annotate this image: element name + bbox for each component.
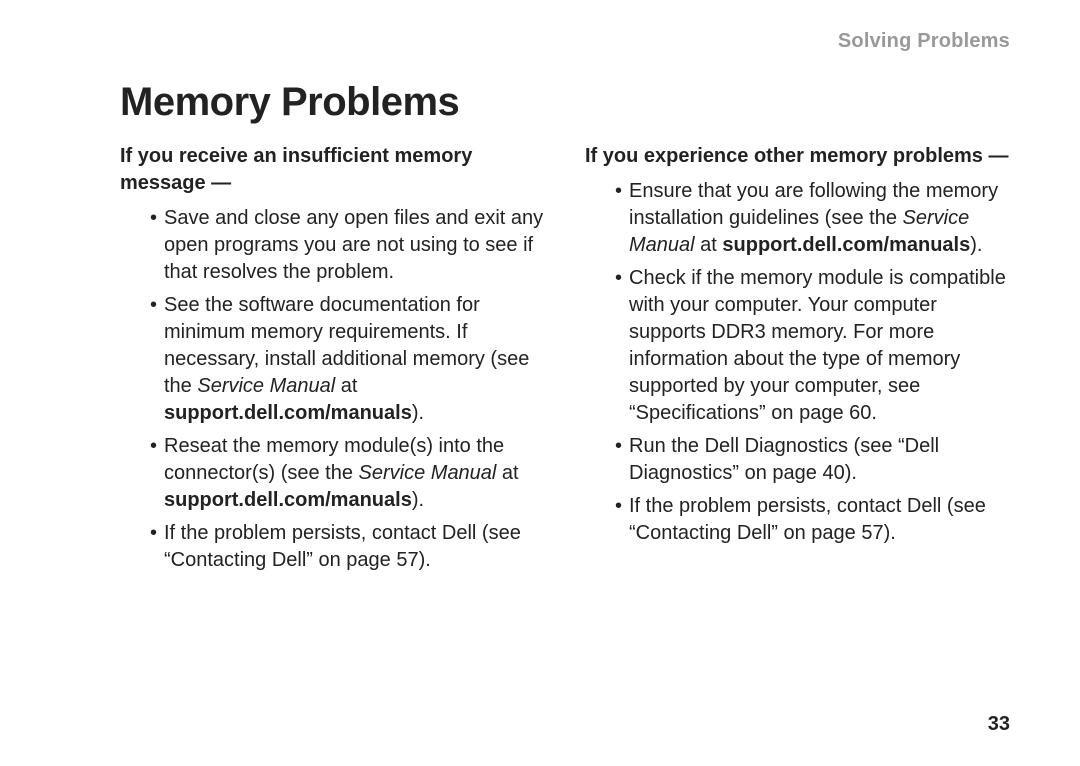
list-item: If the problem persists, contact Dell (s… <box>615 493 1010 547</box>
bullet-text: Run the Dell Diagnostics (see “Dell Diag… <box>629 435 939 484</box>
bullet-text: If the problem persists, contact Dell (s… <box>164 522 521 571</box>
bullet-text: Save and close any open files and exit a… <box>164 207 543 283</box>
right-subhead: If you experience other memory problems … <box>585 143 1010 170</box>
right-column: If you experience other memory problems … <box>585 143 1010 580</box>
bullet-text: ). <box>412 489 424 511</box>
bold-text: support.dell.com/manuals <box>722 234 970 256</box>
list-item: Ensure that you are following the memory… <box>615 178 1010 259</box>
bullet-text: at <box>496 462 518 484</box>
bullet-text: at <box>335 375 357 397</box>
right-bullet-list: Ensure that you are following the memory… <box>585 178 1010 547</box>
chapter-title: Solving Problems <box>838 30 1010 53</box>
page-heading: Memory Problems <box>120 80 1010 125</box>
left-subhead: If you receive an insufficient memory me… <box>120 143 545 197</box>
page-number: 33 <box>988 713 1010 736</box>
bullet-text: ). <box>412 402 424 424</box>
left-bullet-list: Save and close any open files and exit a… <box>120 205 545 574</box>
italic-text: Service Manual <box>359 462 497 484</box>
list-item: Reseat the memory module(s) into the con… <box>150 433 545 514</box>
italic-text: Service Manual <box>197 375 335 397</box>
bold-text: support.dell.com/manuals <box>164 402 412 424</box>
list-item: Save and close any open files and exit a… <box>150 205 545 286</box>
list-item: See the software documentation for minim… <box>150 292 545 427</box>
bold-text: support.dell.com/manuals <box>164 489 412 511</box>
left-column: If you receive an insufficient memory me… <box>120 143 545 580</box>
content-columns: If you receive an insufficient memory me… <box>120 143 1010 580</box>
bullet-text: at <box>695 234 723 256</box>
list-item: Run the Dell Diagnostics (see “Dell Diag… <box>615 433 1010 487</box>
bullet-text: Check if the memory module is compatible… <box>629 267 1006 424</box>
bullet-text: If the problem persists, contact Dell (s… <box>629 495 986 544</box>
bullet-text: ). <box>970 234 982 256</box>
list-item: If the problem persists, contact Dell (s… <box>150 520 545 574</box>
list-item: Check if the memory module is compatible… <box>615 265 1010 427</box>
